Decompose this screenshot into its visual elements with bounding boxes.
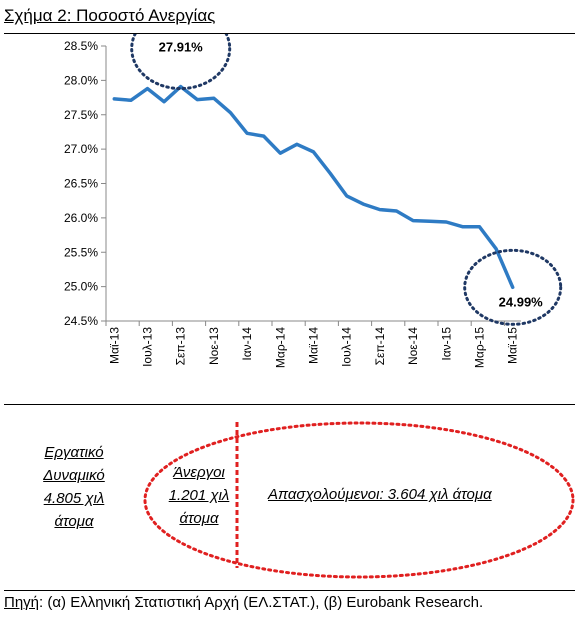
title-rest: : Ποσοστό Ανεργίας [66, 6, 216, 25]
unemployed-line-2: 1.201 χιλ [168, 487, 230, 504]
x-tick-label: Μαϊ-15 [506, 327, 520, 364]
x-tick-label: Ιουλ-14 [340, 327, 354, 367]
top-divider [4, 33, 575, 34]
source-text: : (α) Ελληνική Στατιστική Αρχή (ΕΛ.ΣΤΑΤ.… [39, 594, 484, 611]
workforce-line-1: Εργατικό [44, 444, 104, 461]
title-prefix: Σχήμα 2 [4, 6, 67, 25]
x-tick-label: Νοε-14 [406, 327, 420, 365]
workforce-line-3: 4.805 χιλ [43, 490, 105, 507]
x-tick-label: Μαρ-14 [273, 327, 287, 368]
y-tick-label: 28.0% [64, 73, 98, 87]
y-tick-label: 28.5% [64, 39, 98, 53]
x-tick-label: Ιαν-15 [439, 327, 453, 361]
y-tick-label: 24.5% [64, 314, 98, 328]
y-tick-label: 26.0% [64, 211, 98, 225]
unemployed-label: Άνεργοι 1.201 χιλ άτομα [163, 461, 235, 530]
series-line [112, 84, 515, 290]
x-tick-label: Ιαν-14 [240, 327, 254, 361]
workforce-ellipse [143, 421, 575, 579]
bottom-divider [4, 590, 575, 591]
x-tick-label: Σεπ-14 [373, 327, 387, 366]
y-tick-label: 27.0% [64, 142, 98, 156]
x-tick-label: Ιουλ-13 [141, 327, 155, 367]
x-tick-label: Σεπ-13 [174, 327, 188, 366]
source-note: Πηγή: (α) Ελληνική Στατιστική Αρχή (ΕΛ.Σ… [4, 594, 483, 611]
workforce-line-4: άτομα [54, 513, 94, 530]
ellipse-outline [143, 421, 575, 579]
source-label: Πηγή [4, 594, 40, 611]
y-tick-label: 25.0% [64, 280, 98, 294]
y-tick-label: 25.5% [64, 245, 98, 259]
x-tick-label: Μαρ-15 [473, 327, 487, 368]
unemployed-line-1: Άνεργοι [173, 464, 225, 481]
annotation-label: 24.99% [499, 294, 544, 309]
annotation-ellipse [463, 248, 563, 326]
x-tick-label: Μαϊ-13 [107, 327, 121, 364]
workforce-label: Εργατικό Δυναμικό 4.805 χιλ άτομα [22, 441, 126, 533]
annotation-label: 27.91% [159, 40, 204, 55]
unemployed-line-3: άτομα [179, 510, 219, 527]
annotation-ellipse [130, 34, 232, 91]
x-tick-label: Νοε-13 [207, 327, 221, 365]
unemployment-line-chart: 24.5% 25.0% 25.5% 26.0% 26.5% 27.0% 27.5% 28.0%… [64, 34, 563, 368]
workforce-line-2: Δυναμικό [43, 467, 105, 484]
x-tick-label: Μαϊ-14 [307, 327, 321, 364]
middle-divider [4, 404, 575, 405]
figure-title: Σχήμα 2: Ποσοστό Ανεργίας [0, 0, 579, 32]
employed-label: Απασχολούμενοι: 3.604 χιλ άτομα [268, 486, 492, 503]
y-tick-label: 27.5% [64, 108, 98, 122]
y-tick-label: 26.5% [64, 177, 98, 191]
